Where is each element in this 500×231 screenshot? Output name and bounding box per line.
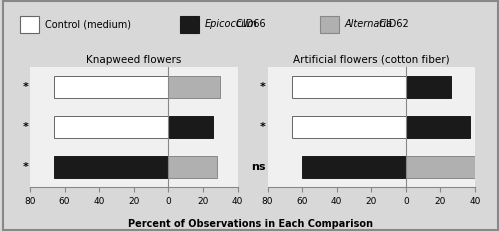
Bar [54, 116, 168, 138]
Bar [406, 116, 470, 138]
Bar [292, 76, 406, 98]
Text: CID66: CID66 [233, 19, 266, 29]
Bar [302, 156, 406, 178]
Text: Percent of Observations in Each Comparison: Percent of Observations in Each Comparis… [128, 219, 372, 229]
Text: Alternaria: Alternaria [345, 19, 393, 29]
Text: *: * [22, 122, 28, 132]
Bar [54, 76, 168, 98]
Bar [292, 116, 406, 138]
Title: Artificial flowers (cotton fiber): Artificial flowers (cotton fiber) [293, 55, 450, 65]
Bar [168, 156, 217, 178]
Text: Control (medium): Control (medium) [45, 19, 131, 29]
Text: *: * [22, 162, 28, 172]
Bar [406, 76, 451, 98]
Bar [168, 116, 214, 138]
Bar [54, 156, 168, 178]
Text: Epicoccum: Epicoccum [205, 19, 258, 29]
Text: *: * [260, 82, 266, 92]
Text: CID62: CID62 [376, 19, 409, 29]
Text: ns: ns [252, 162, 266, 172]
Bar [406, 156, 475, 178]
Text: *: * [260, 122, 266, 132]
Title: Knapweed flowers: Knapweed flowers [86, 55, 182, 65]
Bar [168, 76, 220, 98]
Text: *: * [22, 82, 28, 92]
